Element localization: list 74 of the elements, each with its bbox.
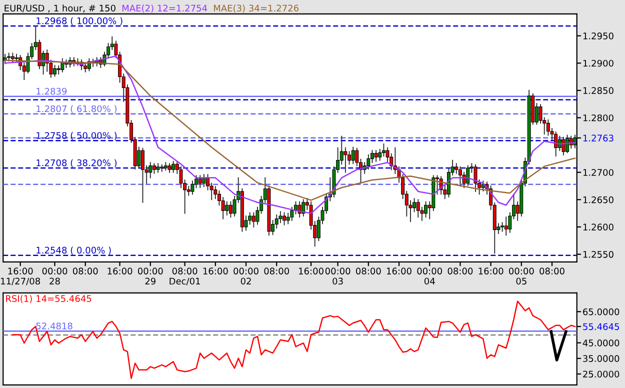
ref-line-label: 1.2708 ( 38.20% )	[36, 159, 117, 168]
x-tick-label: 00:00 03	[325, 268, 350, 285]
candlestick	[152, 163, 156, 174]
x-tick-label: 00:00 04	[417, 268, 442, 285]
x-tick-label: 00:00 05	[509, 268, 534, 285]
candlestick	[351, 146, 355, 164]
candlestick	[210, 182, 214, 200]
y-tick-label: 65.0000	[583, 308, 620, 316]
ref-line-label: 1.2758 ( 50.00% )	[36, 132, 117, 140]
candlestick	[424, 201, 428, 218]
candlestick	[504, 216, 508, 236]
y-tick-label: 1.2700	[583, 169, 614, 176]
y-tick-label: 1.2600	[583, 224, 614, 231]
candlestick	[554, 131, 558, 156]
candlestick	[562, 136, 566, 156]
x-tick-label: 16:00	[386, 268, 412, 274]
x-tick-label: 00:00 28	[42, 268, 68, 285]
x-tick-label: 00:00 29	[138, 268, 163, 285]
candlestick	[282, 212, 286, 226]
x-tick-label: 08:00	[356, 268, 381, 274]
candlestick	[56, 65, 60, 75]
chart-title: EUR/USD , 1 hour, # 150	[4, 4, 116, 12]
candlestick	[355, 148, 359, 166]
candlestick	[228, 201, 232, 218]
y-tick-label: 1.2650	[583, 196, 614, 204]
candlestick	[225, 201, 229, 216]
y-tick-label: 1.2900	[583, 60, 614, 67]
y-tick-label: 1.2950	[583, 32, 614, 40]
y-tick-label: 45.0000	[582, 340, 620, 346]
candlestick	[214, 186, 218, 200]
y-tick-label: 1.2800	[583, 114, 614, 122]
x-tick-label: 16:00	[299, 268, 324, 274]
x-tick-label: 08:00	[540, 268, 564, 274]
candlestick	[221, 196, 225, 220]
x-tick-label: 16:00	[108, 268, 132, 274]
candlestick	[500, 222, 504, 232]
x-tick-label: 16:00	[478, 268, 504, 274]
text: MAE(3) 34=1.2726	[214, 4, 299, 13]
ref-line-label: 1.2968 ( 100.00% )	[36, 17, 122, 26]
x-tick-label: 08:00	[448, 268, 473, 274]
text: MAE(2) 12=1.2754	[122, 4, 208, 13]
candlestick	[190, 180, 194, 195]
x-tick-label: 08:00 Dec/01	[170, 268, 200, 286]
y-tick-label: 25.0000	[583, 370, 620, 378]
candlestick	[366, 154, 370, 170]
candlestick	[374, 150, 378, 162]
x-tick-label: 16:00 11/27/08	[1, 268, 40, 286]
x-tick-label: 08:00	[264, 268, 290, 274]
candlestick	[198, 175, 202, 188]
candlestick	[566, 134, 570, 154]
candlestick	[546, 119, 550, 136]
candlestick	[344, 147, 348, 173]
candlestick	[458, 166, 462, 186]
y-tick-label: 35.0000	[583, 355, 620, 362]
candlestick	[53, 64, 56, 77]
chart-title: RSI(1) 14=55.4645	[6, 295, 92, 304]
candlestick	[141, 148, 144, 203]
x-tick-label: 00:00 02	[234, 268, 258, 285]
y-tick-label: 1.2850	[583, 87, 614, 94]
candlestick	[252, 212, 256, 228]
candlestick	[302, 199, 306, 217]
candlestick	[474, 164, 478, 192]
ref-line-label: 1.2839	[36, 88, 67, 95]
y-tick-label: 55.4645	[583, 323, 619, 330]
ref-line-label: 1.2807 ( 61.80% )	[36, 105, 117, 114]
candlestick	[416, 199, 420, 218]
candlestick	[290, 206, 294, 221]
x-tick-label: 08:00	[72, 268, 98, 274]
candlestick	[172, 160, 176, 173]
x-tick-label: 16:00	[203, 268, 228, 274]
ref-line-label: 1.2548 ( 0.00% )	[36, 246, 111, 255]
y-tick-label: 1.2763	[583, 134, 614, 142]
ref-line-label: 52.4818	[36, 322, 72, 330]
y-tick-label: 1.2550	[583, 250, 614, 258]
